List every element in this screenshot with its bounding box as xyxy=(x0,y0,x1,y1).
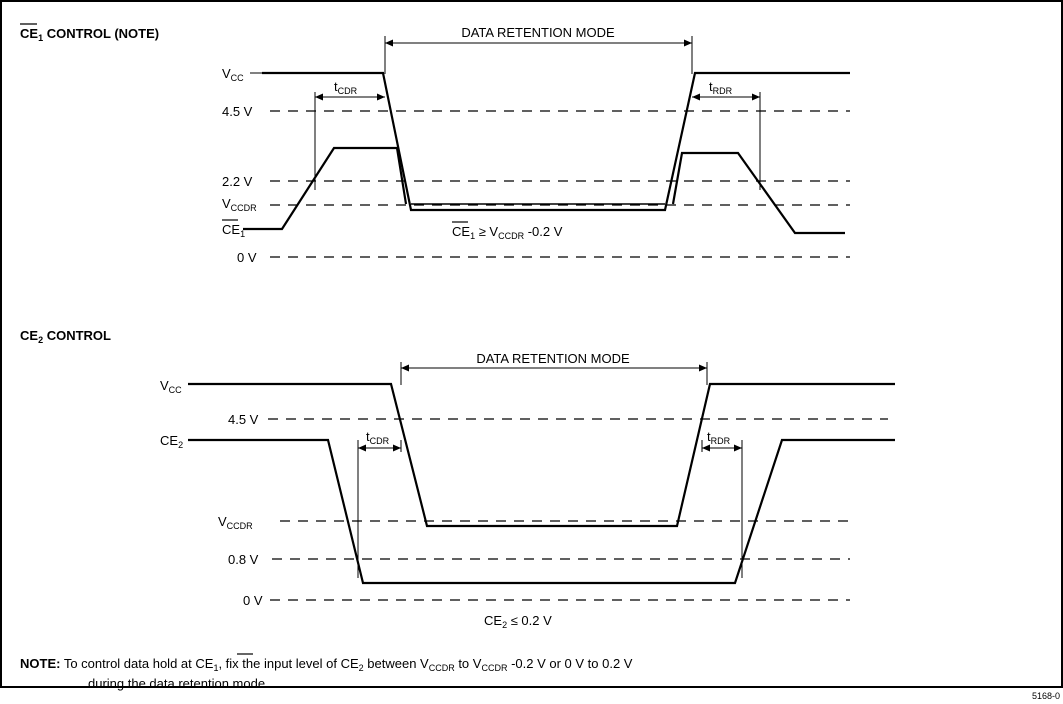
note-block: NOTE: To control data hold at CE1, fix t… xyxy=(20,653,633,691)
note-line-1: NOTE: To control data hold at CE1, fix t… xyxy=(20,656,633,673)
note-line-2: during the data retention mode. xyxy=(88,676,269,691)
d1-ce1-waveform-left xyxy=(243,146,408,231)
figure-border xyxy=(0,0,1063,688)
ce1-diagram-title: CE1 CONTROL (NOTE) xyxy=(20,26,159,43)
d1-vcc-waveform xyxy=(262,71,850,212)
ce2-diagram-title: CE2 CONTROL xyxy=(20,328,111,345)
d1-tcdr-arrowheads xyxy=(315,93,385,101)
d1-ce1-waveform-right xyxy=(671,151,845,235)
d2-ce2-waveform xyxy=(188,438,895,585)
d1-vcc-label: VCC xyxy=(222,66,244,83)
d1-vccdr-label: VCCDR xyxy=(222,196,257,213)
d1-reference-lines xyxy=(270,110,850,258)
d1-ce1-label: CE1 xyxy=(222,222,245,239)
d2-condition-text: CE2 ≤ 0.2 V xyxy=(484,613,552,630)
d2-vccdr-label: VCCDR xyxy=(218,514,253,531)
d1-trdr-arrowheads xyxy=(692,93,760,101)
d1-trdr-label: tRDR xyxy=(709,79,733,96)
d2-v45-label: 4.5 V xyxy=(228,412,259,427)
d1-v0-label: 0 V xyxy=(237,250,257,265)
d2-vcc-label: VCC xyxy=(160,378,182,395)
d1-condition-text: CE1 ≥ VCCDR -0.2 V xyxy=(452,224,563,241)
d1-v45-label: 4.5 V xyxy=(222,104,253,119)
d1-v22-label: 2.2 V xyxy=(222,174,253,189)
d2-vcc-waveform xyxy=(188,382,895,528)
d2-trdr-arrowheads xyxy=(702,444,742,452)
d2-mode-label: DATA RETENTION MODE xyxy=(476,351,630,366)
ce1-control-diagram: CE1 CONTROL (NOTE) DATA RETENTION MODE V… xyxy=(20,23,850,265)
ce2-control-diagram: CE2 CONTROL DATA RETENTION MODE VCC 4.5 … xyxy=(20,328,895,630)
d1-mode-label: DATA RETENTION MODE xyxy=(461,25,615,40)
d2-v08-label: 0.8 V xyxy=(228,552,259,567)
d2-ce2-label: CE2 xyxy=(160,433,183,450)
d2-trdr-label: tRDR xyxy=(707,429,731,446)
d1-tcdr-label: tCDR xyxy=(334,79,358,96)
d2-tcdr-label: tCDR xyxy=(366,429,390,446)
figure-id: 5168-0 xyxy=(1032,691,1060,701)
d2-v0-label: 0 V xyxy=(243,593,263,608)
